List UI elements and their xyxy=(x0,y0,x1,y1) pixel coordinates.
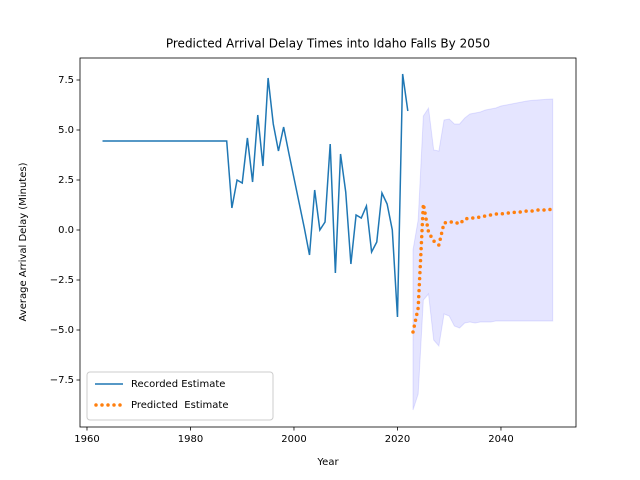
x-tick-label: 2020 xyxy=(385,434,410,445)
chart-title: Predicted Arrival Delay Times into Idaho… xyxy=(166,37,490,51)
y-axis-label: Average Arrival Delay (Minutes) xyxy=(18,162,29,321)
y-tick-label: −7.5 xyxy=(50,375,74,386)
legend-label: Predicted Estimate xyxy=(131,400,228,411)
x-tick-label: 1960 xyxy=(74,434,99,445)
y-tick-label: 5.0 xyxy=(58,125,74,136)
y-tick-label: −2.5 xyxy=(50,275,74,286)
y-tick-label: 0.0 xyxy=(58,225,74,236)
data-line xyxy=(102,73,409,318)
confidence-band xyxy=(412,98,554,411)
x-axis-label: Year xyxy=(316,457,339,468)
x-tick-label: 2040 xyxy=(488,434,513,445)
y-tick-label: 7.5 xyxy=(58,75,74,86)
plot-frame xyxy=(79,57,577,428)
y-tick-label: −5.0 xyxy=(50,325,74,336)
legend-label: Recorded Estimate xyxy=(131,379,225,390)
legend: Recorded Estimate Predicted Estimate xyxy=(86,371,274,421)
legend-box xyxy=(86,371,274,421)
x-tick-label: 1980 xyxy=(178,434,203,445)
y-tick-label: 2.5 xyxy=(58,175,74,186)
x-tick-label: 2000 xyxy=(281,434,306,445)
